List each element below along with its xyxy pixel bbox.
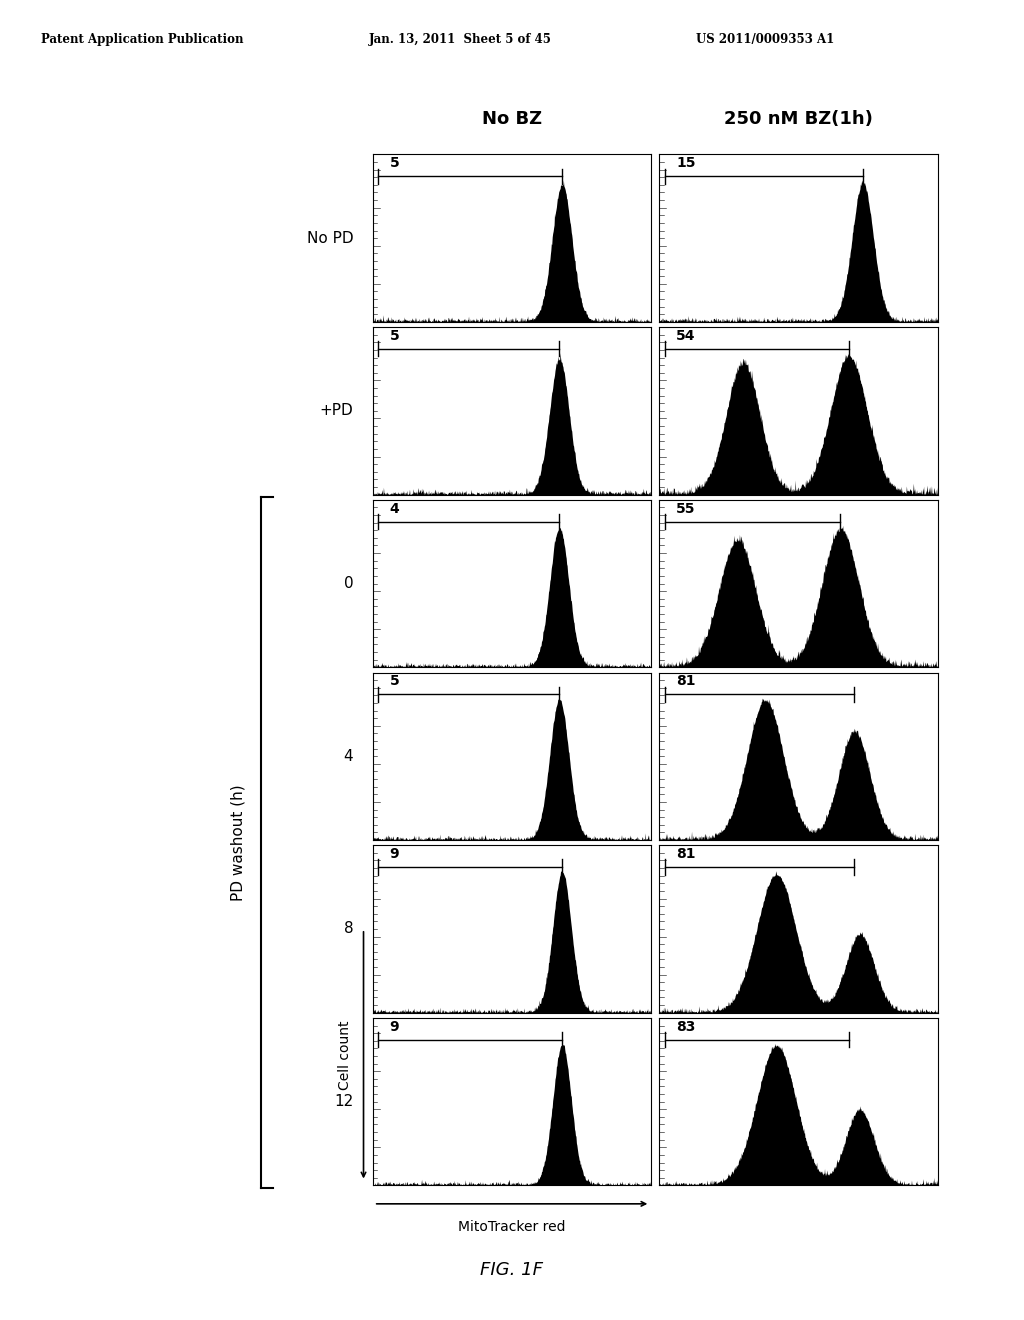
Text: MitoTracker red: MitoTracker red xyxy=(459,1220,565,1234)
Text: 4: 4 xyxy=(344,748,353,764)
Text: 12: 12 xyxy=(334,1094,353,1109)
Text: No BZ: No BZ xyxy=(482,110,542,128)
Text: 0: 0 xyxy=(344,576,353,591)
Text: 15: 15 xyxy=(676,156,695,170)
Text: Cell count: Cell count xyxy=(338,1020,352,1090)
Text: 4: 4 xyxy=(389,502,399,516)
Text: US 2011/0009353 A1: US 2011/0009353 A1 xyxy=(696,33,835,46)
Text: 81: 81 xyxy=(676,675,695,688)
Text: 5: 5 xyxy=(389,329,399,343)
Text: 9: 9 xyxy=(389,847,399,861)
Text: 5: 5 xyxy=(389,675,399,688)
Text: 9: 9 xyxy=(389,1019,399,1034)
Text: 81: 81 xyxy=(676,847,695,861)
Text: No PD: No PD xyxy=(306,231,353,246)
Text: 83: 83 xyxy=(676,1019,695,1034)
Text: 54: 54 xyxy=(676,329,695,343)
Text: 5: 5 xyxy=(389,156,399,170)
Text: 55: 55 xyxy=(676,502,695,516)
Text: Patent Application Publication: Patent Application Publication xyxy=(41,33,244,46)
Text: FIG. 1F: FIG. 1F xyxy=(480,1261,544,1279)
Text: 8: 8 xyxy=(344,921,353,936)
Text: +PD: +PD xyxy=(319,404,353,418)
Text: 250 nM BZ(1h): 250 nM BZ(1h) xyxy=(724,110,873,128)
Text: PD washout (h): PD washout (h) xyxy=(230,784,245,902)
Text: Jan. 13, 2011  Sheet 5 of 45: Jan. 13, 2011 Sheet 5 of 45 xyxy=(369,33,552,46)
